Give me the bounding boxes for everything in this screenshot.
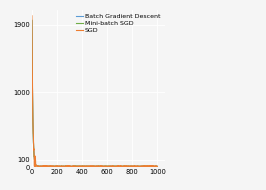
SGD bbox=[130, 165, 134, 168]
Mini-batch SGD bbox=[86, 165, 89, 168]
Batch Gradient Descent bbox=[86, 165, 89, 167]
Mini-batch SGD bbox=[117, 165, 120, 167]
Mini-batch SGD bbox=[156, 165, 159, 168]
SGD bbox=[128, 165, 131, 167]
Batch Gradient Descent bbox=[117, 165, 120, 167]
Line: Mini-batch SGD: Mini-batch SGD bbox=[32, 20, 157, 167]
Batch Gradient Descent bbox=[43, 165, 46, 167]
Mini-batch SGD bbox=[130, 165, 134, 167]
Line: Batch Gradient Descent: Batch Gradient Descent bbox=[32, 21, 157, 166]
SGD bbox=[156, 165, 159, 168]
SGD bbox=[117, 165, 120, 168]
Batch Gradient Descent bbox=[66, 165, 69, 167]
Batch Gradient Descent bbox=[156, 165, 159, 167]
Mini-batch SGD bbox=[86, 165, 89, 167]
SGD bbox=[81, 165, 84, 167]
Mini-batch SGD bbox=[43, 165, 46, 167]
Mini-batch SGD bbox=[128, 165, 131, 167]
Mini-batch SGD bbox=[81, 165, 84, 167]
Legend: Batch Gradient Descent, Mini-batch SGD, SGD: Batch Gradient Descent, Mini-batch SGD, … bbox=[74, 13, 162, 34]
Batch Gradient Descent bbox=[81, 165, 84, 167]
SGD bbox=[86, 165, 89, 168]
SGD bbox=[30, 15, 34, 17]
SGD bbox=[34, 166, 37, 168]
Mini-batch SGD bbox=[30, 19, 34, 21]
Batch Gradient Descent bbox=[128, 165, 131, 167]
Batch Gradient Descent bbox=[130, 165, 134, 167]
Batch Gradient Descent bbox=[30, 20, 34, 22]
Line: SGD: SGD bbox=[32, 16, 157, 167]
SGD bbox=[43, 165, 47, 167]
